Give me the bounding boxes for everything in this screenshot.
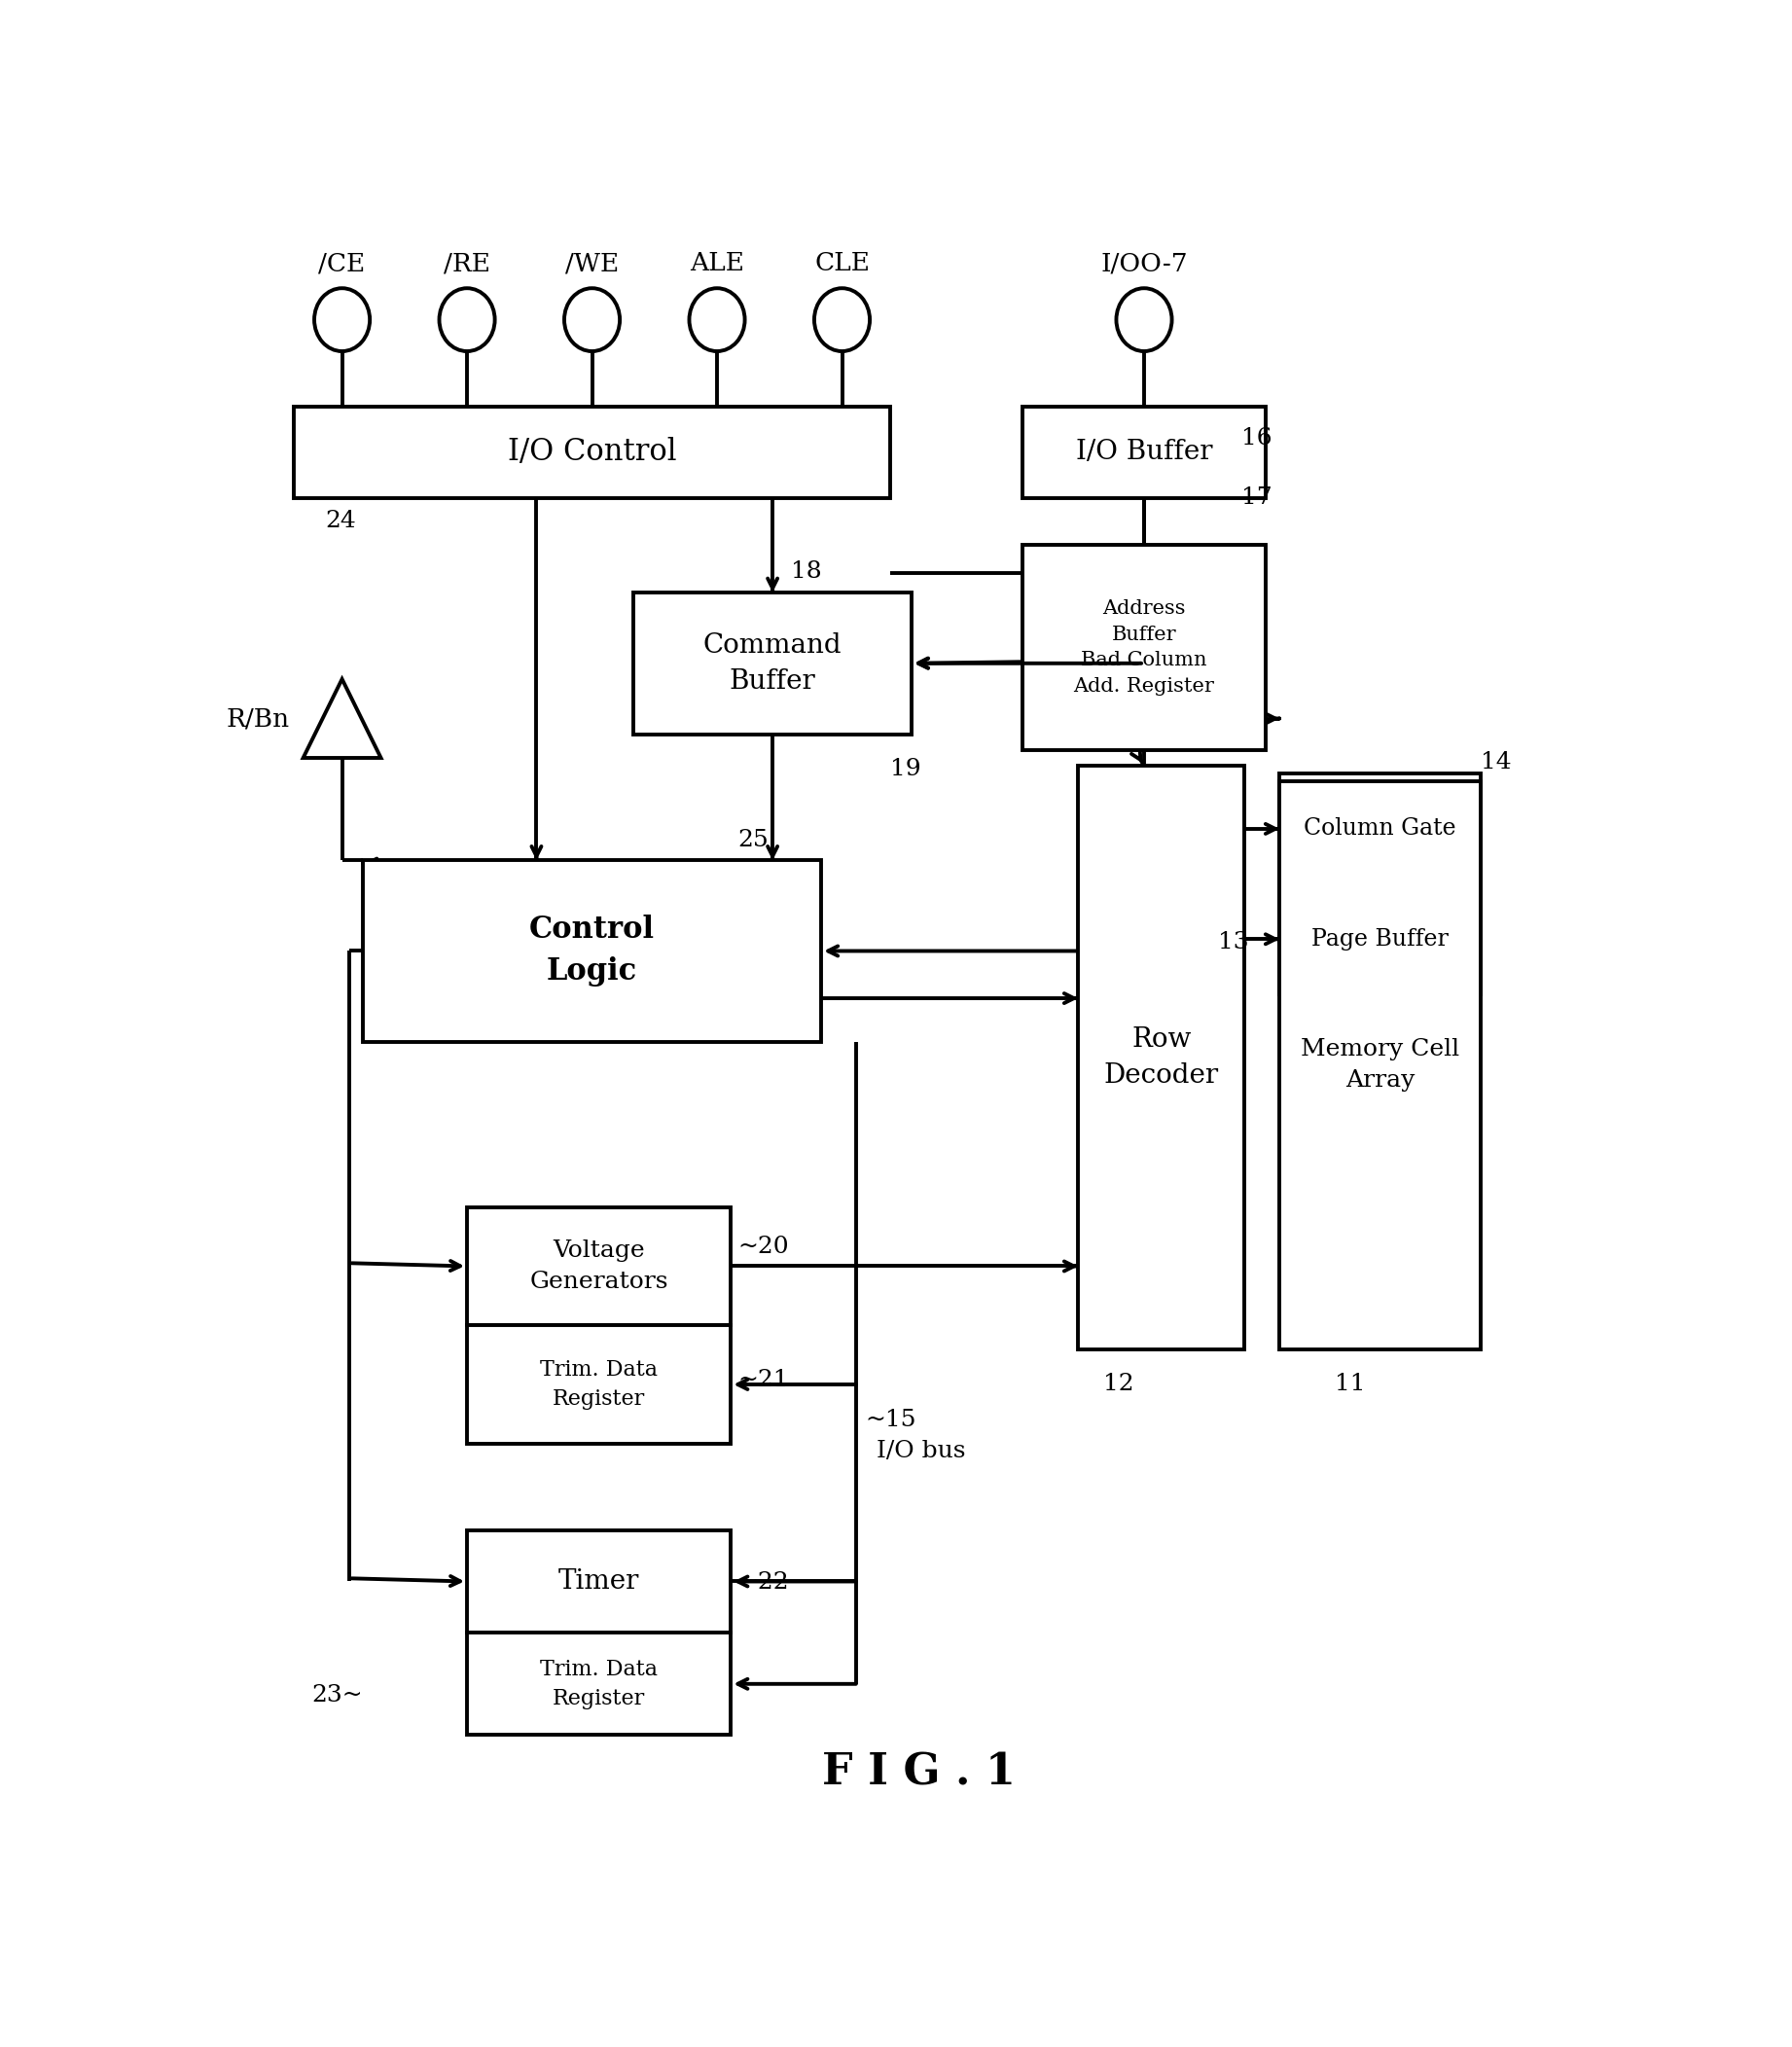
- Text: /WE: /WE: [564, 252, 618, 276]
- Text: Voltage
Generators: Voltage Generators: [530, 1240, 668, 1294]
- Text: ~22: ~22: [738, 1570, 788, 1593]
- Text: 23~: 23~: [312, 1685, 362, 1707]
- Text: Column Gate: Column Gate: [1305, 817, 1457, 839]
- Bar: [1279, 774, 1480, 884]
- Text: F I G . 1: F I G . 1: [823, 1752, 1014, 1793]
- Text: I/OO-7: I/OO-7: [1100, 252, 1188, 276]
- Text: 13: 13: [1219, 931, 1249, 954]
- Text: /RE: /RE: [444, 252, 491, 276]
- Text: 14: 14: [1480, 751, 1512, 774]
- Text: CLE: CLE: [814, 252, 869, 276]
- Text: 18: 18: [790, 561, 821, 583]
- Text: Trim. Data
Register: Trim. Data Register: [539, 1658, 658, 1709]
- Text: Row
Decoder: Row Decoder: [1104, 1026, 1219, 1089]
- Text: 25: 25: [738, 829, 769, 852]
- Text: /CE: /CE: [319, 252, 366, 276]
- Bar: [1079, 766, 1245, 1349]
- Bar: [362, 860, 821, 1042]
- Bar: [294, 407, 891, 497]
- Circle shape: [439, 289, 495, 352]
- Bar: [1023, 407, 1265, 497]
- Text: 16: 16: [1242, 426, 1272, 448]
- Circle shape: [564, 289, 620, 352]
- Text: R/Bn: R/Bn: [226, 706, 289, 731]
- Circle shape: [690, 289, 745, 352]
- Bar: [468, 1208, 731, 1324]
- Bar: [468, 1634, 731, 1736]
- Text: I/O bus: I/O bus: [876, 1441, 966, 1464]
- Bar: [468, 1531, 731, 1634]
- Text: ~20: ~20: [738, 1234, 788, 1257]
- Bar: [634, 592, 912, 735]
- Text: 24: 24: [326, 510, 357, 532]
- Text: Command
Buffer: Command Buffer: [702, 633, 842, 694]
- Text: Page Buffer: Page Buffer: [1312, 927, 1448, 950]
- Text: Memory Cell
Array: Memory Cell Array: [1301, 1038, 1459, 1091]
- Text: ALE: ALE: [690, 252, 744, 276]
- Bar: [1279, 782, 1480, 1349]
- Text: 11: 11: [1335, 1371, 1366, 1394]
- Text: ~21: ~21: [738, 1369, 788, 1392]
- Text: I/O Buffer: I/O Buffer: [1075, 438, 1213, 465]
- Bar: [1023, 545, 1265, 749]
- Text: Trim. Data
Register: Trim. Data Register: [539, 1359, 658, 1410]
- Text: ~15: ~15: [866, 1408, 918, 1431]
- Text: I/O Control: I/O Control: [507, 438, 676, 467]
- Text: Control
Logic: Control Logic: [529, 915, 654, 987]
- Text: 12: 12: [1104, 1371, 1134, 1394]
- Circle shape: [814, 289, 869, 352]
- Text: Address
Buffer
Bad Column
Add. Register: Address Buffer Bad Column Add. Register: [1073, 600, 1215, 696]
- Text: Timer: Timer: [559, 1568, 640, 1595]
- Bar: [468, 1324, 731, 1443]
- Bar: [1279, 884, 1480, 995]
- Circle shape: [1116, 289, 1172, 352]
- Text: 17: 17: [1242, 487, 1272, 510]
- Circle shape: [314, 289, 369, 352]
- Text: 19: 19: [891, 757, 921, 780]
